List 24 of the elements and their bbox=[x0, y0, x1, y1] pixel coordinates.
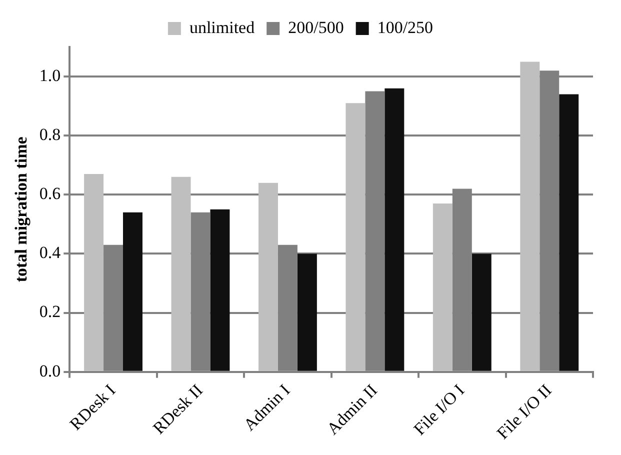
y-tick-label: 0.4 bbox=[39, 243, 62, 262]
bar bbox=[384, 88, 404, 371]
legend-label: 200/500 bbox=[288, 18, 344, 37]
bar bbox=[258, 182, 278, 371]
legend-label: 100/250 bbox=[377, 18, 434, 37]
bar bbox=[84, 174, 104, 371]
x-tick-label: File I/O II bbox=[493, 380, 556, 443]
bar bbox=[520, 62, 540, 371]
x-tick-label: File I/O I bbox=[410, 380, 468, 439]
bar bbox=[346, 103, 366, 371]
bar bbox=[472, 254, 492, 371]
bar bbox=[297, 254, 317, 371]
bar bbox=[432, 204, 452, 371]
bar bbox=[210, 209, 230, 371]
y-tick-label: 1.0 bbox=[39, 66, 61, 85]
bar bbox=[171, 176, 191, 371]
y-axis-title: total migration time bbox=[12, 136, 31, 282]
bar bbox=[123, 212, 142, 371]
legend-label: unlimited bbox=[189, 18, 256, 37]
y-tick-label: 0.6 bbox=[39, 184, 61, 204]
y-tick-label: 0.0 bbox=[39, 361, 61, 380]
y-tick-label: 0.8 bbox=[39, 125, 61, 144]
y-tick-label: 0.2 bbox=[39, 302, 61, 322]
bar bbox=[559, 94, 579, 371]
